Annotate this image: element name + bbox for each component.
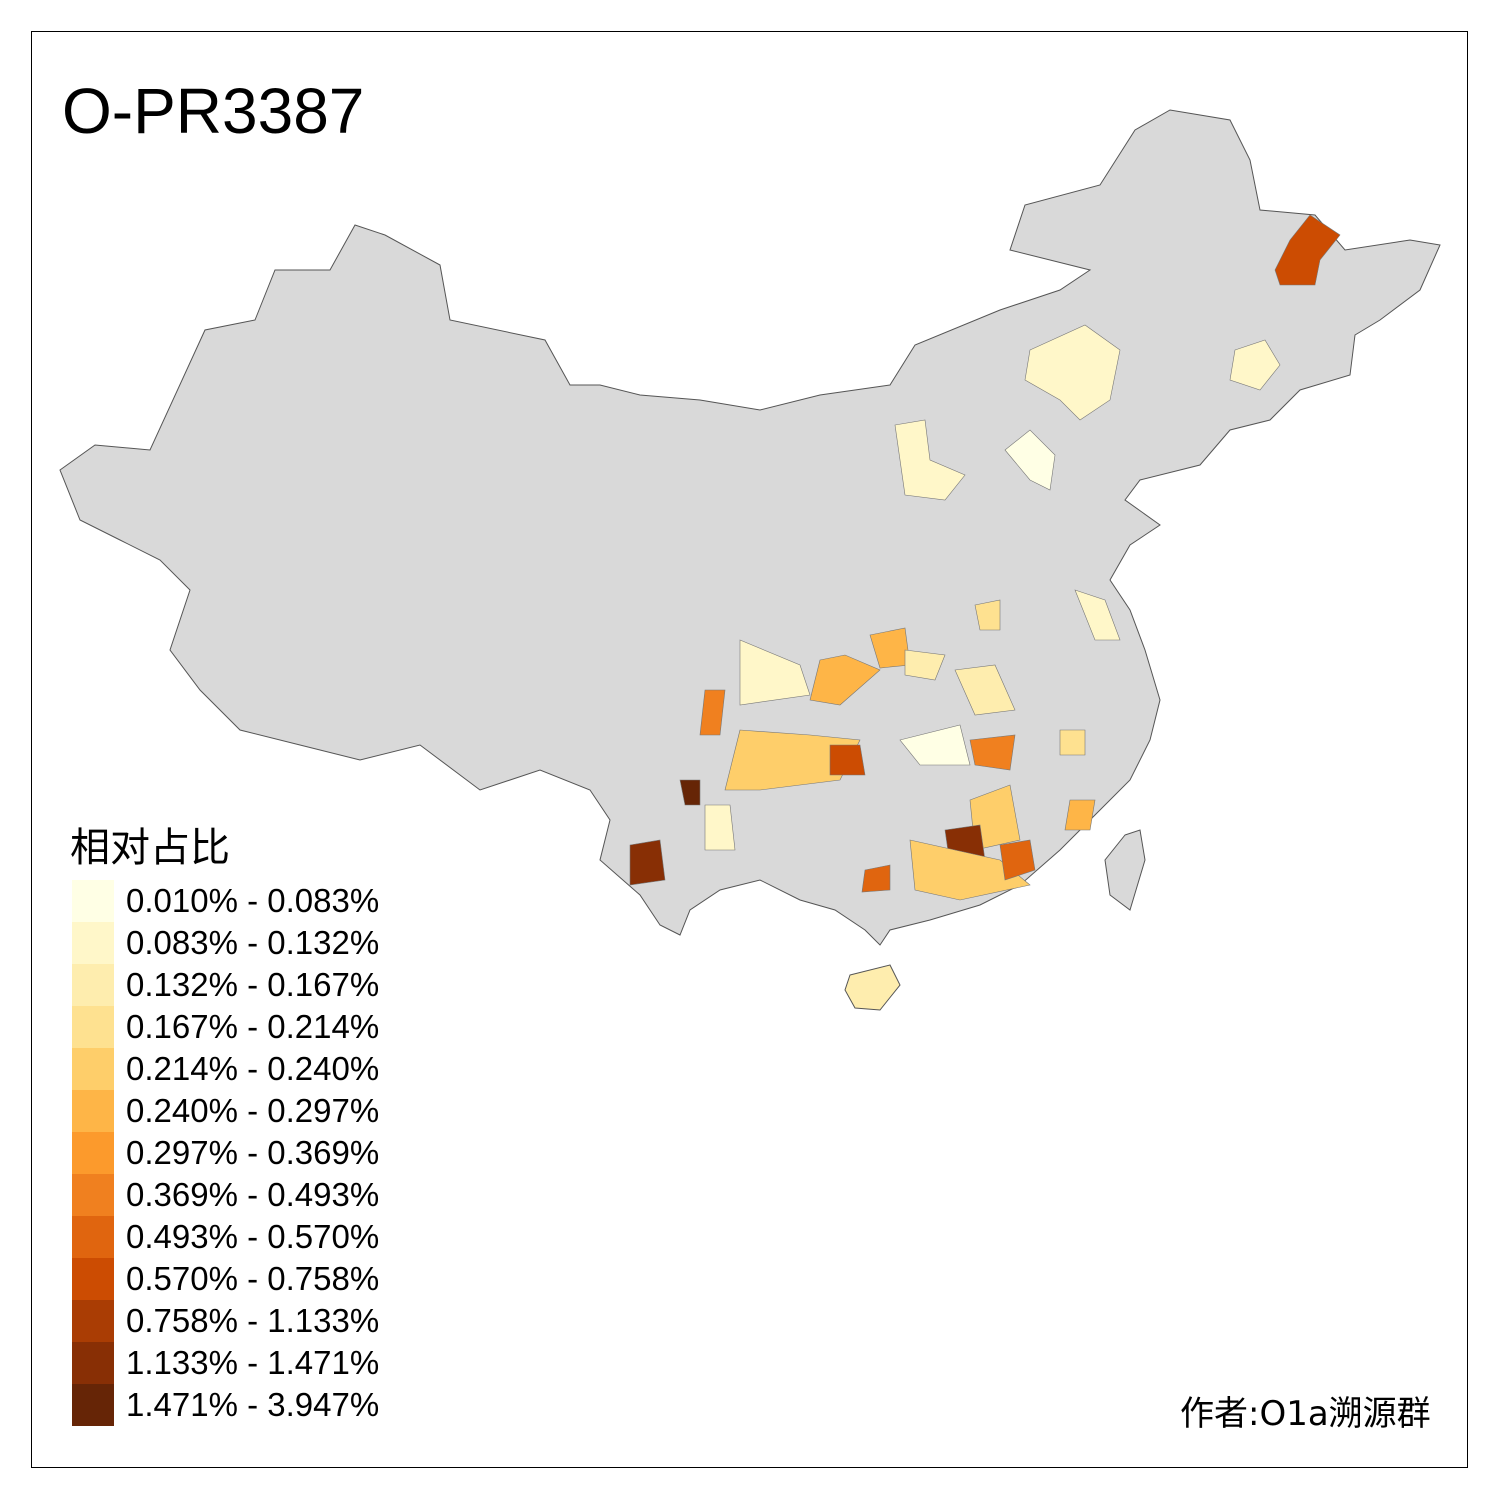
- region-yunnan-2: [629, 839, 666, 886]
- legend-item: 0.758% - 1.133%: [72, 1300, 379, 1342]
- region-hebei: [1004, 429, 1056, 491]
- legend-label: 0.240% - 0.297%: [126, 1092, 380, 1129]
- region-hunan: [899, 724, 971, 766]
- region-anhui: [954, 664, 1016, 716]
- legend-label: 0.010% - 0.083%: [126, 882, 380, 919]
- legend-item: 0.214% - 0.240%: [72, 1048, 379, 1090]
- legend-item: 0.297% - 0.369%: [72, 1132, 379, 1174]
- region-guizhou: [724, 729, 861, 791]
- frame-border: [31, 31, 1468, 1468]
- legend-swatch: [72, 1006, 114, 1048]
- legend-swatch: [72, 1258, 114, 1300]
- legend-swatch: [72, 1384, 114, 1426]
- region-jiangxi: [969, 734, 1016, 771]
- legend-swatch: [72, 964, 114, 1006]
- china-landmass: [59, 109, 1441, 946]
- legend-item: 0.167% - 0.214%: [72, 1006, 379, 1048]
- legend-label: 0.083% - 0.132%: [126, 924, 380, 961]
- legend-swatch: [72, 1132, 114, 1174]
- map-title: O-PR3387: [62, 75, 365, 147]
- colored-regions: [629, 214, 1341, 901]
- region-zhejiang: [1059, 729, 1086, 756]
- legend-item: 0.493% - 0.570%: [72, 1216, 379, 1258]
- legend-label: 0.167% - 0.214%: [126, 1008, 380, 1045]
- legend-title: 相对占比: [70, 825, 230, 871]
- legend-item: 0.570% - 0.758%: [72, 1258, 379, 1300]
- legend-swatch: [72, 1048, 114, 1090]
- legend-label: 0.132% - 0.167%: [126, 966, 380, 1003]
- legend-swatch: [72, 1174, 114, 1216]
- legend-item: 1.133% - 1.471%: [72, 1342, 379, 1384]
- legend-swatch: [72, 1216, 114, 1258]
- legend-item: 0.240% - 0.297%: [72, 1090, 379, 1132]
- region-inner-mongolia: [1024, 324, 1121, 421]
- legend-label: 1.133% - 1.471%: [126, 1344, 380, 1381]
- hainan: [844, 964, 901, 1011]
- region-chongqing: [809, 654, 881, 706]
- legend-swatch: [72, 922, 114, 964]
- legend-item: 0.132% - 0.167%: [72, 964, 379, 1006]
- legend-label: 0.758% - 1.133%: [126, 1302, 380, 1339]
- legend-label: 0.369% - 0.493%: [126, 1176, 380, 1213]
- region-sichuan-1: [739, 639, 811, 706]
- legend-item: 0.010% - 0.083%: [72, 880, 379, 922]
- legend-label: 0.214% - 0.240%: [126, 1050, 380, 1087]
- legend-swatch: [72, 1300, 114, 1342]
- region-guangdong: [909, 839, 1031, 901]
- legend-label: 0.297% - 0.369%: [126, 1134, 380, 1171]
- taiwan: [1104, 829, 1146, 911]
- region-hunan-west: [829, 744, 866, 776]
- legend-item: 0.083% - 0.132%: [72, 922, 379, 964]
- region-jiangsu: [1074, 589, 1121, 641]
- legend-item: 1.471% - 3.947%: [72, 1384, 379, 1426]
- region-hubei: [904, 649, 946, 681]
- region-henan: [974, 599, 1001, 631]
- legend-label: 0.570% - 0.758%: [126, 1260, 380, 1297]
- author-credit: 作者:O1a溯源群: [1180, 1394, 1431, 1434]
- region-guangdong-east: [999, 839, 1036, 881]
- region-sichuan-2: [699, 689, 726, 736]
- legend-swatch: [72, 1090, 114, 1132]
- region-jilin: [1229, 339, 1281, 391]
- legend-item: 0.369% - 0.493%: [72, 1174, 379, 1216]
- legend-label: 0.493% - 0.570%: [126, 1218, 380, 1255]
- legend-swatch: [72, 880, 114, 922]
- region-yunnan-3: [704, 804, 736, 851]
- legend-swatch: [72, 1342, 114, 1384]
- region-fujian: [1064, 799, 1096, 831]
- region-heilongjiang: [1274, 214, 1341, 286]
- region-guangxi: [861, 864, 891, 893]
- legend-label: 1.471% - 3.947%: [126, 1386, 380, 1423]
- region-yunnan-1: [679, 779, 701, 806]
- region-shanxi-north: [894, 419, 966, 501]
- legend: 0.010% - 0.083% 0.083% - 0.132% 0.132% - 0…: [72, 880, 379, 1426]
